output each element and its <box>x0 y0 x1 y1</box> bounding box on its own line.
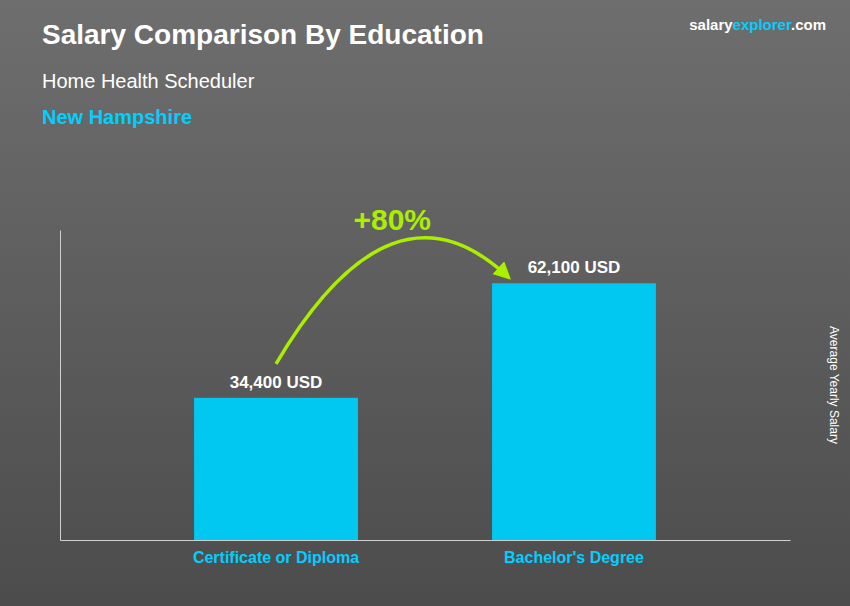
x-tick: Bachelor's Degree <box>504 540 644 566</box>
x-tick-label: Bachelor's Degree <box>504 549 644 566</box>
x-axis: Certificate or Diploma Bachelor's Degree <box>61 540 791 566</box>
data-labels: 34,400 USD 62,100 USD <box>230 258 621 391</box>
bar <box>194 398 358 540</box>
watermark-part: explorer <box>733 16 792 33</box>
watermark-part: .com <box>791 16 826 33</box>
bars <box>194 283 656 540</box>
pct-change: +80% <box>353 203 431 236</box>
bar <box>492 283 656 540</box>
x-tick: Certificate or Diploma <box>193 540 359 566</box>
y-label: Average Yearly Salary <box>827 326 841 444</box>
title: Salary Comparison By Education <box>42 19 484 50</box>
data-label: 62,100 USD <box>528 258 621 277</box>
y-axis-line <box>60 231 61 541</box>
change-arrow <box>276 238 508 364</box>
x-axis-line <box>61 540 791 541</box>
chart: Salary Comparison By Education Home Healt… <box>0 0 850 606</box>
y-axis <box>60 231 61 541</box>
watermark-part: salary <box>689 16 733 33</box>
location: New Hampshire <box>42 106 192 128</box>
x-tick-label: Certificate or Diploma <box>193 549 359 566</box>
data-label: 34,400 USD <box>230 373 323 392</box>
subtitle: Home Health Scheduler <box>42 70 255 92</box>
watermark: salaryexplorer.com <box>689 16 826 33</box>
background <box>0 0 850 606</box>
